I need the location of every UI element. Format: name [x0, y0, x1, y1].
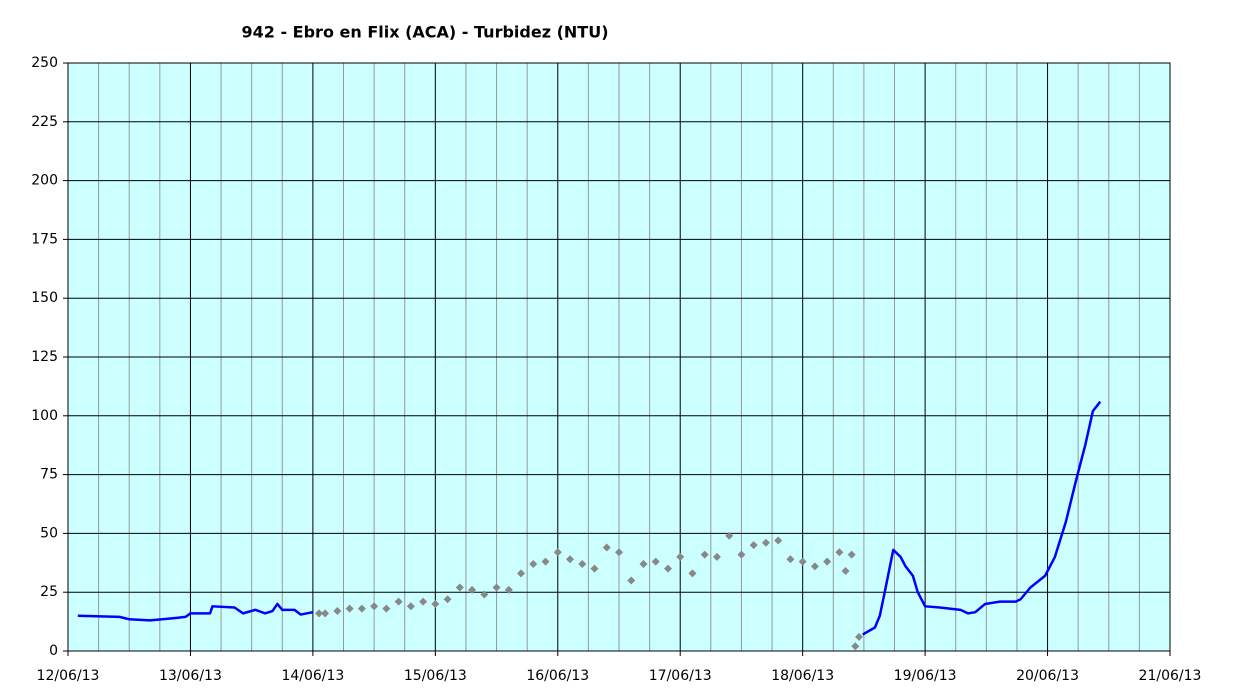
- data-point: [419, 597, 428, 606]
- data-point: [315, 609, 324, 618]
- y-tick-label: 225: [31, 114, 58, 130]
- y-tick-label: 25: [40, 584, 58, 600]
- data-point: [443, 595, 452, 604]
- y-tick-label: 50: [40, 525, 58, 541]
- data-point: [468, 585, 477, 594]
- data-point: [639, 559, 648, 568]
- data-point: [749, 541, 758, 550]
- x-tick-label: 20/06/13: [1016, 668, 1079, 684]
- data-point: [627, 576, 636, 585]
- data-point: [651, 557, 660, 566]
- y-tick-label: 0: [49, 643, 58, 659]
- data-point: [854, 632, 863, 641]
- y-tick-label: 100: [31, 408, 58, 424]
- data-point: [541, 557, 550, 566]
- data-point: [663, 564, 672, 573]
- data-point: [835, 548, 844, 557]
- y-tick-label: 125: [31, 349, 58, 365]
- data-point: [357, 604, 366, 613]
- x-tick-label: 18/06/13: [771, 668, 834, 684]
- data-point: [700, 550, 709, 559]
- data-point: [737, 550, 746, 559]
- data-point: [529, 559, 538, 568]
- chart-title: 942 - Ebro en Flix (ACA) - Turbidez (NTU…: [241, 23, 608, 42]
- y-tick-label: 150: [31, 290, 58, 306]
- x-tick-label: 17/06/13: [649, 668, 712, 684]
- x-tick-label: 21/06/13: [1139, 668, 1202, 684]
- y-tick-label: 75: [40, 467, 58, 483]
- data-point: [847, 550, 856, 559]
- data-point: [688, 569, 697, 578]
- data-point: [761, 538, 770, 547]
- data-point: [798, 557, 807, 566]
- data-point: [382, 604, 391, 613]
- data-point: [851, 642, 860, 651]
- data-point: [676, 552, 685, 561]
- data-point: [394, 597, 403, 606]
- x-tick-label: 14/06/13: [281, 668, 344, 684]
- data-line: [77, 400, 1102, 636]
- x-tick-label: 13/06/13: [159, 668, 222, 684]
- x-tick-label: 15/06/13: [404, 668, 467, 684]
- data-point: [492, 583, 501, 592]
- data-point: [333, 607, 342, 616]
- y-tick-label: 200: [31, 173, 58, 189]
- y-tick-label: 250: [31, 55, 58, 71]
- x-tick-label: 16/06/13: [526, 668, 589, 684]
- plot-frame: [67, 62, 1171, 652]
- data-point: [841, 567, 850, 576]
- y-tick-label: 175: [31, 231, 58, 247]
- data-point: [786, 555, 795, 564]
- data-point: [480, 590, 489, 599]
- data-point: [321, 609, 330, 618]
- x-tick-label: 12/06/13: [37, 668, 100, 684]
- data-point: [517, 569, 526, 578]
- data-point: [774, 536, 783, 545]
- data-point: [615, 548, 623, 557]
- data-point: [345, 604, 354, 613]
- data-point: [370, 602, 379, 611]
- data-point: [578, 559, 587, 568]
- data-point: [455, 583, 464, 592]
- data-point: [810, 562, 819, 571]
- data-point: [504, 585, 513, 594]
- data-point: [406, 602, 415, 611]
- data-point: [431, 599, 440, 608]
- data-point: [566, 555, 575, 564]
- data-point: [553, 548, 562, 557]
- data-point: [823, 557, 832, 566]
- data-point: [602, 543, 611, 552]
- data-point: [712, 552, 721, 561]
- data-point: [590, 564, 599, 573]
- x-tick-label: 19/06/13: [894, 668, 957, 684]
- data-point: [725, 531, 734, 540]
